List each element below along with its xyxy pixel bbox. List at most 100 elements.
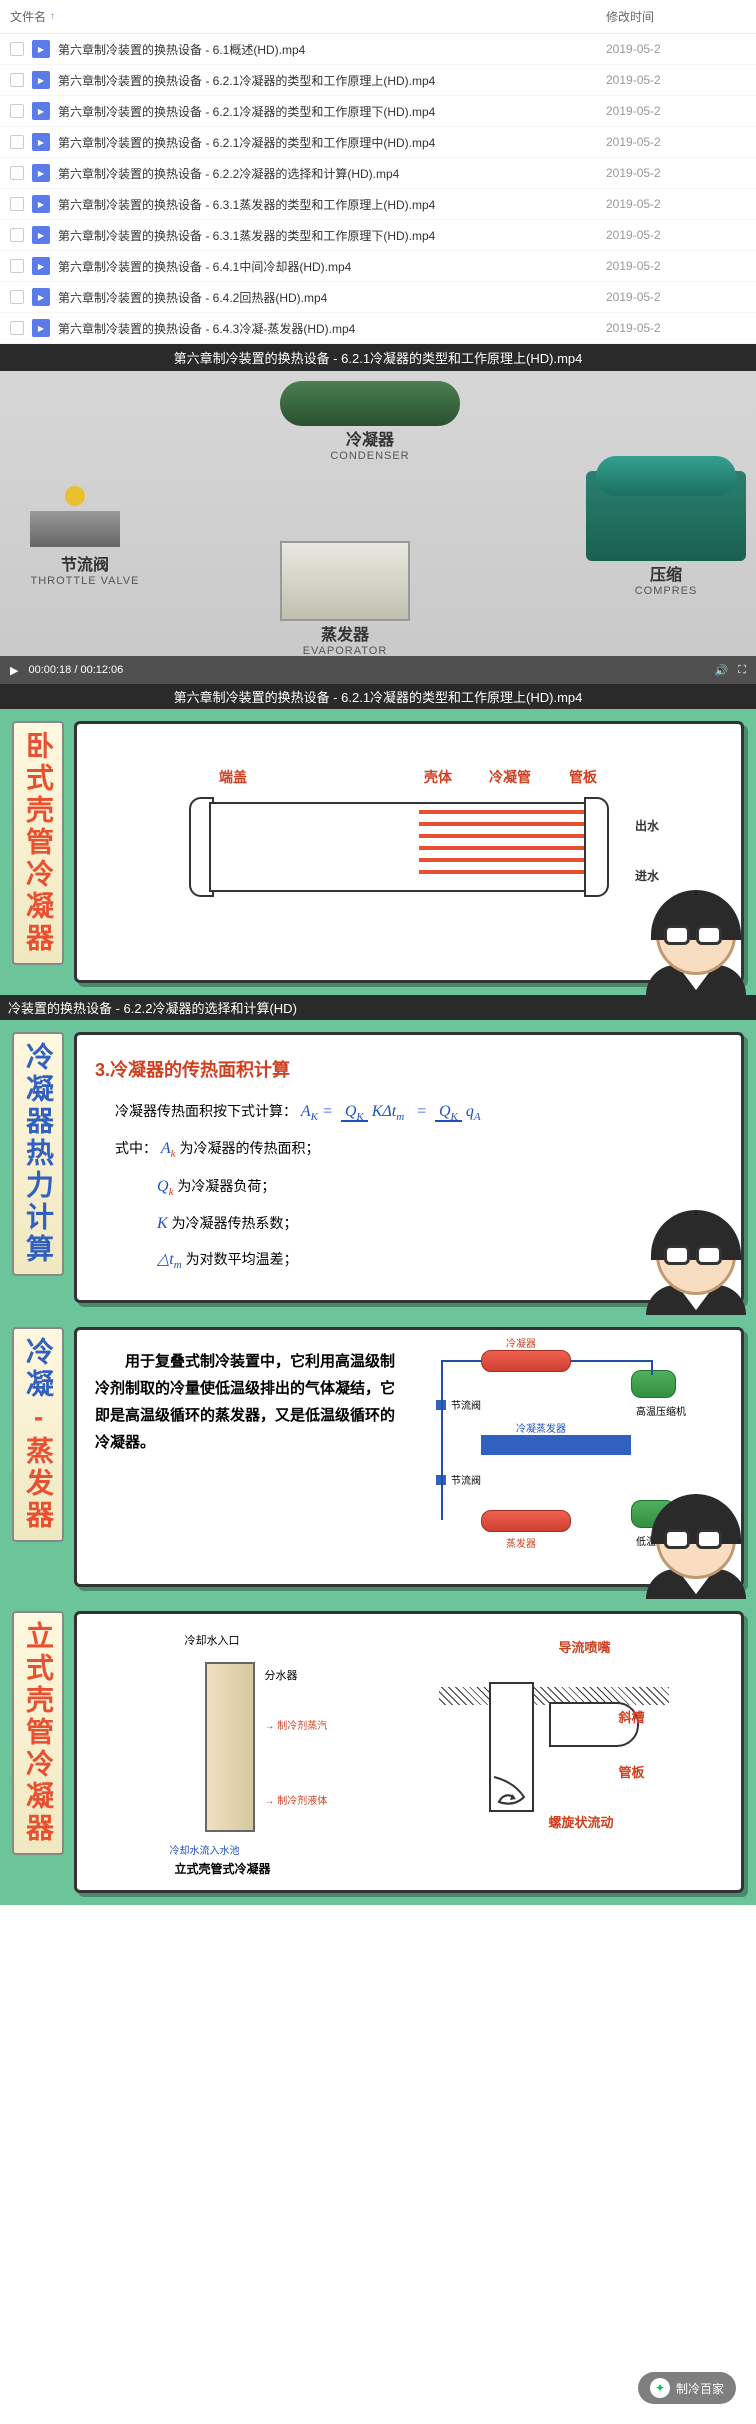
label-waterout: 出水 <box>635 817 659 834</box>
file-name[interactable]: 第六章制冷装置的换热设备 - 6.4.1中间冷却器(HD).mp4 <box>58 258 606 275</box>
file-name[interactable]: 第六章制冷装置的换热设备 - 6.2.1冷凝器的类型和工作原理中(HD).mp4 <box>58 134 606 151</box>
slide-shell-condenser: 第六章制冷装置的换热设备 - 6.2.1冷凝器的类型和工作原理上(HD).mp4… <box>0 684 756 995</box>
file-checkbox[interactable] <box>10 42 24 56</box>
formula-line1: 冷凝器传热面积按下式计算： AK = QKKΔtm = QKqA <box>95 1097 723 1128</box>
label-shell: 壳体 <box>424 767 452 787</box>
file-checkbox[interactable] <box>10 228 24 242</box>
video-file-icon: ▶ <box>32 288 50 306</box>
formula-title: 3.冷凝器的传热面积计算 <box>95 1053 723 1087</box>
wechat-icon: ✦ <box>650 2378 670 2398</box>
volume-icon[interactable]: 🔊 <box>715 664 729 677</box>
file-checkbox[interactable] <box>10 166 24 180</box>
slide2-title: 第六章制冷装置的换热设备 - 6.2.1冷凝器的类型和工作原理上(HD).mp4 <box>0 684 756 709</box>
video-content[interactable]: 冷凝器 CONDENSER 节流阀 THROTTLE VALVE 蒸发器 EVA… <box>0 371 756 681</box>
video-file-icon: ▶ <box>32 319 50 337</box>
file-row[interactable]: ▶第六章制冷装置的换热设备 - 6.4.1中间冷却器(HD).mp42019-0… <box>0 251 756 282</box>
file-date: 2019-05-2 <box>606 197 746 211</box>
wechat-account: 制冷百家 <box>676 2380 724 2397</box>
file-checkbox[interactable] <box>10 73 24 87</box>
evaporator-image <box>280 541 410 621</box>
file-name[interactable]: 第六章制冷装置的换热设备 - 6.2.1冷凝器的类型和工作原理下(HD).mp4 <box>58 103 606 120</box>
instructor-avatar <box>636 1479 756 1609</box>
file-row[interactable]: ▶ 第六章制冷装置的换热设备 - 6.2.2冷凝器的选择和计算(HD).mp420… <box>0 158 756 189</box>
file-row[interactable]: ▶ 第六章制冷装置的换热设备 - 6.4.3冷凝-蒸发器(HD).mp42019-… <box>0 313 756 344</box>
formula-line4: K 为冷凝器传热系数； <box>95 1209 723 1239</box>
instructor-avatar <box>636 875 756 1005</box>
file-row[interactable]: ▶ 第六章制冷装置的换热设备 - 6.4.2回热器(HD).mp42019-05-… <box>0 282 756 313</box>
file-row[interactable]: ▶ 第六章制冷装置的换热设备 - 6.2.1冷凝器的类型和工作原理中(HD).mp… <box>0 127 756 158</box>
formula-line2: 式中： Ak 为冷凝器的传热面积； <box>95 1134 723 1165</box>
throttle-image <box>30 481 140 551</box>
video-title: 第六章制冷装置的换热设备 - 6.2.1冷凝器的类型和工作原理上(HD).mp4 <box>0 344 756 371</box>
spiral-diagram: 导流喷嘴 斜槽 管板 螺旋状流动 <box>429 1632 689 1852</box>
file-date: 2019-05-2 <box>606 135 746 149</box>
file-checkbox[interactable] <box>10 197 24 211</box>
slide-vertical-shell: 立式壳管冷凝器 冷却水入口 分水器 → 制冷剂蒸汽 → 制冷剂液体 冷却水流入水… <box>0 1599 756 1905</box>
label-endcap: 端盖 <box>219 767 247 787</box>
header-filename[interactable]: 文件名 <box>10 8 46 25</box>
video-file-icon: ▶ <box>32 257 50 275</box>
slide5-panel: 冷却水入口 分水器 → 制冷剂蒸汽 → 制冷剂液体 冷却水流入水池 立式壳管式冷… <box>74 1611 744 1893</box>
slide4-text: 用于复叠式制冷装置中，它利用高温级制冷剂制取的冷量使低温级排出的气体凝结，它即是… <box>95 1348 395 1456</box>
file-list-header: 文件名 ↑ 修改时间 <box>0 0 756 34</box>
file-name[interactable]: 第六章制冷装置的换热设备 - 6.2.1冷凝器的类型和工作原理上(HD).mp4 <box>58 72 606 89</box>
label-tubeplate: 管板 <box>569 767 597 787</box>
file-checkbox[interactable] <box>10 321 24 335</box>
file-date: 2019-05-2 <box>606 104 746 118</box>
wechat-footer[interactable]: ✦ 制冷百家 <box>638 2372 736 2404</box>
file-date: 2019-05-2 <box>606 321 746 335</box>
file-name[interactable]: 第六章制冷装置的换热设备 - 6.4.2回热器(HD).mp4 <box>58 289 606 306</box>
file-date: 2019-05-2 <box>606 166 746 180</box>
video-file-icon: ▶ <box>32 71 50 89</box>
formula-line3: Qk 为冷凝器负荷； <box>95 1172 723 1203</box>
time-display: 00:00:18 / 00:12:06 <box>28 664 123 676</box>
compressor-image <box>586 471 746 561</box>
file-date: 2019-05-2 <box>606 42 746 56</box>
file-name[interactable]: 第六章制冷装置的换热设备 - 6.4.3冷凝-蒸发器(HD).mp4 <box>58 320 606 337</box>
video-file-icon: ▶ <box>32 40 50 58</box>
header-date[interactable]: 修改时间 <box>606 8 746 25</box>
file-name[interactable]: 第六章制冷装置的换热设备 - 6.1概述(HD).mp4 <box>58 41 606 58</box>
video-file-icon: ▶ <box>32 102 50 120</box>
file-row[interactable]: ▶第六章制冷装置的换热设备 - 6.3.1蒸发器的类型和工作原理下(HD).mp… <box>0 220 756 251</box>
slide5-vtitle: 立式壳管冷凝器 <box>12 1611 64 1855</box>
formula-line5: △tm 为对数平均温差； <box>95 1245 723 1276</box>
file-date: 2019-05-2 <box>606 73 746 87</box>
shell-diagram: 端盖 壳体 冷凝管 管板 出水 进水 <box>159 762 659 942</box>
video-player-1: 第六章制冷装置的换热设备 - 6.2.1冷凝器的类型和工作原理上(HD).mp4… <box>0 344 756 684</box>
file-name[interactable]: 第六章制冷装置的换热设备 - 6.2.2冷凝器的选择和计算(HD).mp4 <box>58 165 606 182</box>
file-row[interactable]: ▶ 第六章制冷装置的换热设备 - 6.1概述(HD).mp42019-05-2 <box>0 34 756 65</box>
condenser-label-cn: 冷凝器 <box>280 426 460 450</box>
condenser-label-en: CONDENSER <box>280 450 460 462</box>
compressor-label-cn: 压缩 <box>586 561 746 585</box>
file-checkbox[interactable] <box>10 259 24 273</box>
file-name[interactable]: 第六章制冷装置的换热设备 - 6.3.1蒸发器的类型和工作原理上(HD).mp4 <box>58 196 606 213</box>
compressor-label-en: COMPRES <box>586 585 746 597</box>
file-row[interactable]: ▶ 第六章制冷装置的换热设备 - 6.3.1蒸发器的类型和工作原理上(HD).mp… <box>0 189 756 220</box>
evaporator-label-cn: 蒸发器 <box>280 621 410 645</box>
play-button[interactable]: ▶ <box>10 664 18 677</box>
file-checkbox[interactable] <box>10 135 24 149</box>
file-row[interactable]: ▶ 第六章制冷装置的换热设备 - 6.2.1冷凝器的类型和工作原理下(HD).mp… <box>0 96 756 127</box>
slide-thermal-calc: 冷装置的换热设备 - 6.2.2冷凝器的选择和计算(HD) 冷凝器热力计算 3.… <box>0 995 756 1315</box>
throttle-label-en: THROTTLE VALVE <box>30 575 140 587</box>
slide3-vtitle: 冷凝器热力计算 <box>12 1032 64 1276</box>
video-file-icon: ▶ <box>32 133 50 151</box>
slide3-title: 冷装置的换热设备 - 6.2.2冷凝器的选择和计算(HD) <box>0 995 756 1020</box>
video-file-icon: ▶ <box>32 195 50 213</box>
throttle-label-cn: 节流阀 <box>30 551 140 575</box>
video-file-icon: ▶ <box>32 164 50 182</box>
file-name[interactable]: 第六章制冷装置的换热设备 - 6.3.1蒸发器的类型和工作原理下(HD).mp4 <box>58 227 606 244</box>
file-date: 2019-05-2 <box>606 228 746 242</box>
instructor-avatar <box>636 1195 756 1325</box>
slide2-vtitle: 卧式壳管冷凝器 <box>12 721 64 965</box>
file-row[interactable]: ▶ 第六章制冷装置的换热设备 - 6.2.1冷凝器的类型和工作原理上(HD).mp… <box>0 65 756 96</box>
vertical-shell-diagram: 冷却水入口 分水器 → 制冷剂蒸汽 → 制冷剂液体 冷却水流入水池 立式壳管式冷… <box>130 1632 330 1872</box>
file-checkbox[interactable] <box>10 104 24 118</box>
sort-arrow-icon[interactable]: ↑ <box>50 11 55 22</box>
file-date: 2019-05-2 <box>606 290 746 304</box>
label-condtube: 冷凝管 <box>489 767 531 787</box>
fullscreen-icon[interactable]: ⛶ <box>738 664 746 677</box>
video-controls: ▶ 00:00:18 / 00:12:06 🔊 ⛶ <box>0 656 756 684</box>
file-checkbox[interactable] <box>10 290 24 304</box>
